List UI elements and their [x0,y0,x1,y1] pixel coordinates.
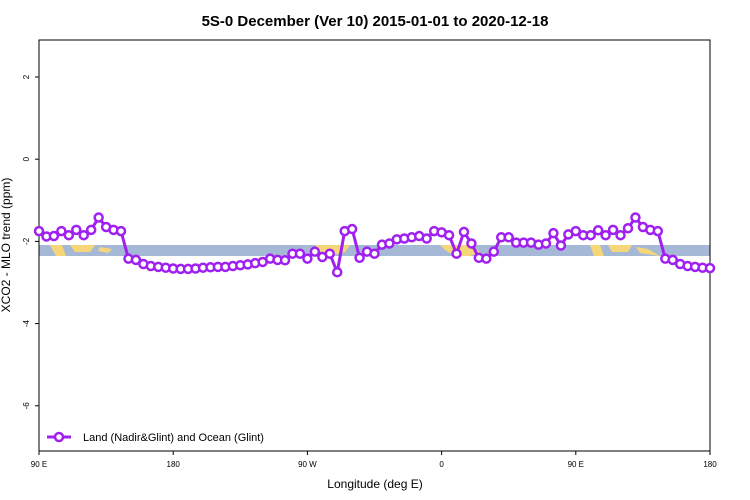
data-point [369,248,380,259]
data-point [130,254,142,266]
data-point [466,238,477,249]
data-point [652,225,664,237]
plot-frame [38,39,711,452]
data-point [548,227,559,239]
data-point [78,229,89,241]
legend-marker [53,431,65,443]
data-point [302,253,313,264]
data-point [48,230,60,242]
y-tick-label: -4 [22,319,31,327]
x-tick-label: 90 E [568,460,584,469]
data-point [503,232,514,243]
data-point [451,248,462,259]
data-point [481,253,492,264]
data-point [324,248,336,259]
y-tick-label: -2 [22,237,31,245]
data-point [592,225,604,236]
x-tick-label: 180 [703,460,717,469]
y-tick-label: -6 [22,402,31,410]
data-point [622,222,634,234]
data-point [115,225,127,237]
data-point [443,229,455,241]
data-point [458,226,470,238]
x-tick-label: 0 [439,460,444,469]
chart-title: 5S-0 December (Ver 10) 2015-01-01 to 202… [202,13,549,30]
y-axis-label: XCO2 - MLO trend (ppm) [0,178,13,313]
x-tick-label: 180 [167,460,181,469]
x-tick-label: 90 W [298,460,317,469]
data-point [309,246,321,257]
data-point [279,255,291,266]
data-point [346,223,358,235]
legend-label: Land (Nadir&Glint) and Ocean (Glint) [83,432,264,444]
data-point [607,224,619,236]
data-point [600,229,611,241]
data-point [63,229,75,241]
y-tick-label: 0 [22,156,31,161]
data-point [667,254,678,266]
data-point [56,225,67,237]
data-point [615,229,626,241]
data-point [93,212,104,223]
data-point [384,238,395,249]
data-point [570,225,582,237]
data-point [33,225,45,237]
data-point [704,262,716,274]
data-point [71,224,82,236]
x-axis-label: Longitude (deg E) [327,477,422,491]
data-point [585,229,596,241]
data-point [421,233,432,244]
data-point [555,240,567,251]
data-point [630,212,641,223]
y-tick-label: 2 [22,74,31,79]
data-point [540,238,552,249]
data-point [294,248,306,259]
x-tick-label: 90 E [31,460,47,469]
data-point [354,252,365,264]
data-point [488,246,500,257]
land-shape [50,245,660,256]
data-point [331,266,343,278]
data-point [85,224,97,236]
